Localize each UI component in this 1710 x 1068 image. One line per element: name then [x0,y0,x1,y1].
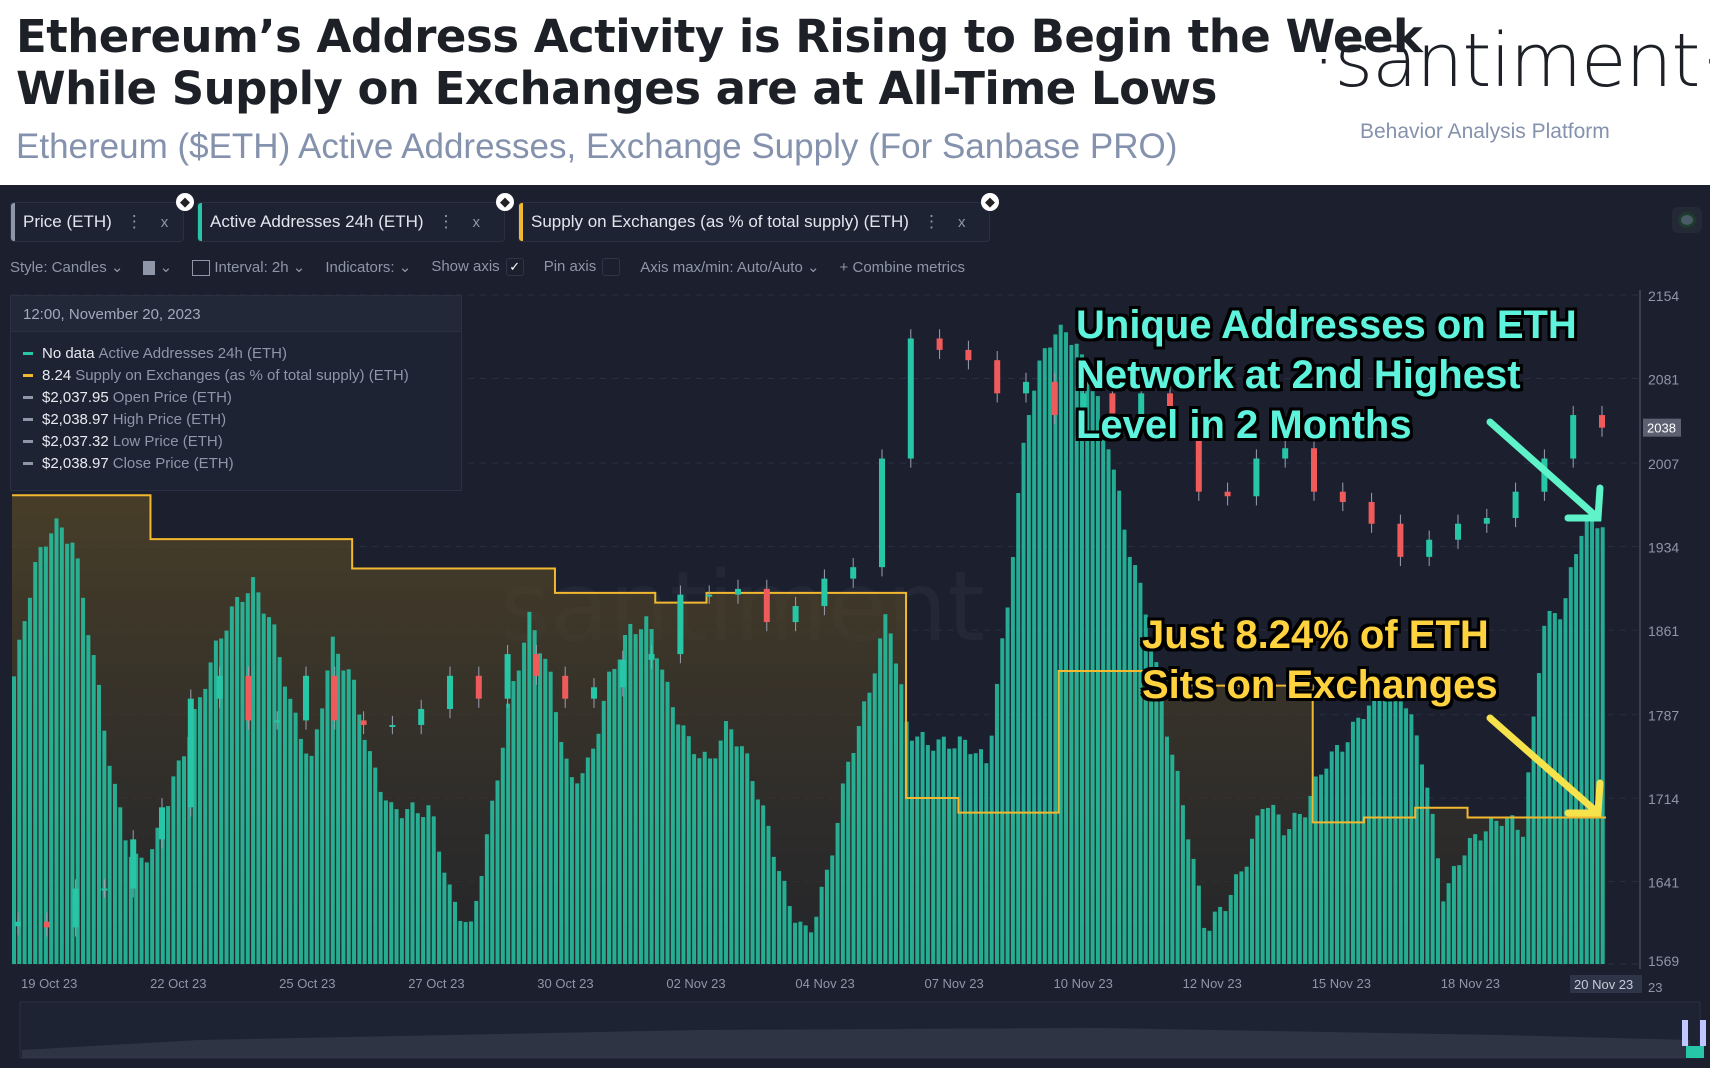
interval-dropdown[interactable]: Interval: 2h ⌄ [192,258,306,277]
tagline: Behavior Analysis Platform [1360,120,1610,143]
chevron-down-icon: ⌄ [806,259,820,276]
tab-price[interactable]: Price (ETH) ⋮ x ◆ [10,193,194,242]
annotation-line: Sits on Exchanges [1142,663,1498,707]
subtitle: Ethereum ($ETH) Active Addresses, Exchan… [16,127,1178,166]
indicators-label: Indicators: [325,259,395,276]
chevron-down-icon: ⌄ [159,259,173,276]
close-icon[interactable]: x [472,213,481,231]
show-axis-label: Show axis [431,257,500,275]
annotation-line: Unique Addresses on ETH [1076,303,1577,347]
annotation-exchange-supply: Just 8.24% of ETH Sits on Exchanges [1142,610,1498,710]
header: Ethereum’s Address Activity is Rising to… [0,0,1710,185]
legend-value: $2,038.97 [42,454,109,472]
legend-value: No data [42,344,95,362]
combine-metrics-button[interactable]: + Combine metrics [840,259,965,276]
tab-color-bar [11,203,15,241]
axis-maxmin-label: Axis max/min: Auto/Auto [640,259,803,276]
legend-value: $2,038.97 [42,410,109,428]
title-line-2: While Supply on Exchanges are at All-Tim… [16,62,1217,115]
annotation-active-addresses: Unique Addresses on ETH Network at 2nd H… [1076,300,1577,450]
show-axis-checkbox[interactable]: ✓ [505,258,524,277]
legend-metric-name: Open Price (ETH) [112,388,232,406]
legend-marker [23,439,33,443]
chevron-down-icon: ⌄ [292,258,306,276]
legend-metric-name: Close Price (ETH) [112,454,234,472]
ethereum-icon: ◆ [981,193,999,211]
show-axis-toggle[interactable]: Show axis ✓ [431,257,524,277]
chevron-down-icon: ⌄ [110,259,124,276]
style-label: Style: Candles [10,259,107,276]
tab-label: Supply on Exchanges (as % of total suppl… [531,212,909,231]
calendar-icon [192,260,211,277]
annotation-line: Just 8.24% of ETH [1142,613,1489,657]
tab-color-bar [519,203,523,241]
pin-axis-toggle[interactable]: Pin axis [543,257,621,277]
tab-supply-on-exchanges[interactable]: Supply on Exchanges (as % of total suppl… [518,193,999,242]
legend-row: No data Active Addresses 24h (ETH) [11,342,461,364]
pin-axis-checkbox[interactable] [602,258,621,277]
tab-label: Price (ETH) [23,212,112,231]
legend-marker [23,373,33,377]
interval-label: Interval: 2h [214,258,289,276]
chevron-down-icon: ⌄ [398,259,412,276]
close-icon[interactable]: x [160,213,169,231]
legend-row: $2,038.97 High Price (ETH) [11,408,461,430]
axis-maxmin-dropdown[interactable]: Axis max/min: Auto/Auto ⌄ [640,258,819,276]
legend-value: $2,037.32 [42,432,109,450]
legend-metric-name: Supply on Exchanges (as % of total suppl… [75,366,409,384]
annotation-line: Level in 2 Months [1076,403,1412,447]
legend-row: 8.24 Supply on Exchanges (as % of total s… [11,364,461,386]
menu-icon[interactable]: ⋮ [125,212,143,231]
santiment-logo: ·santiment· [1312,18,1710,104]
legend-metric-name: High Price (ETH) [112,410,227,428]
legend-marker [23,395,33,399]
legend-row: $2,038.97 Close Price (ETH) [11,452,461,474]
menu-icon[interactable]: ⋮ [922,212,940,231]
annotation-line: Network at 2nd Highest [1076,353,1521,397]
legend-row: $2,037.32 Low Price (ETH) [11,430,461,452]
legend-marker [23,461,33,465]
legend-value: $2,037.95 [42,388,109,406]
color-swatch [143,261,156,276]
legend-row: $2,037.95 Open Price (ETH) [11,386,461,408]
title-line-1: Ethereum’s Address Activity is Rising to… [16,10,1423,63]
legend-metric-name: Active Addresses 24h (ETH) [98,344,287,362]
toolbar: Style: Candles ⌄ ⌄ Interval: 2h ⌄ Indica… [10,253,966,281]
style-dropdown[interactable]: Style: Candles ⌄ [10,258,123,276]
toggle-button[interactable] [1672,207,1702,233]
combine-label: Combine metrics [852,258,966,276]
legend-marker [23,351,33,355]
tab-color-bar [198,203,202,241]
tab-active-addresses[interactable]: Active Addresses 24h (ETH) ⋮ x ◆ [197,193,514,242]
legend-date: 12:00, November 20, 2023 [11,296,461,332]
menu-icon[interactable]: ⋮ [437,212,455,231]
plus-icon: + [839,258,849,276]
indicators-dropdown[interactable]: Indicators: ⌄ [325,258,411,276]
close-icon[interactable]: x [957,213,966,231]
color-dropdown[interactable]: ⌄ [143,258,172,276]
ethereum-icon: ◆ [496,193,514,211]
pin-axis-label: Pin axis [543,257,597,275]
ethereum-icon: ◆ [176,193,194,211]
legend-metric-name: Low Price (ETH) [112,432,223,450]
tab-label: Active Addresses 24h (ETH) [210,212,424,231]
legend-value: 8.24 [42,366,72,384]
legend-marker [23,417,33,421]
tooltip-legend: 12:00, November 20, 2023 No data Active A… [10,295,462,491]
